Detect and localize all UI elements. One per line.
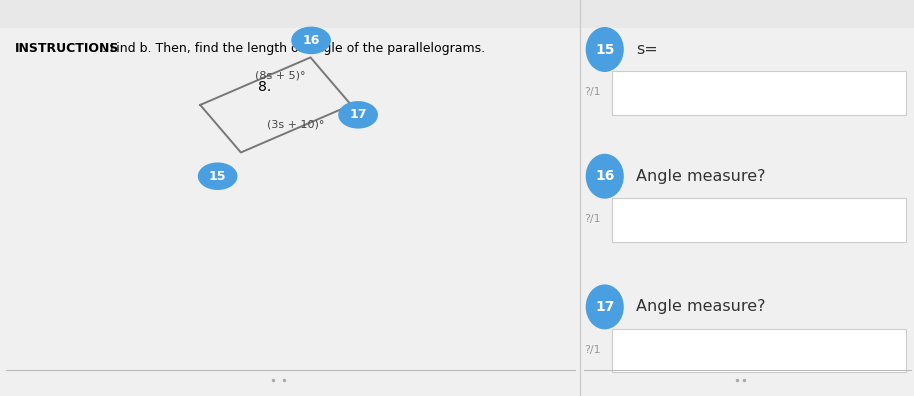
Text: 17: 17	[595, 300, 614, 314]
Circle shape	[339, 102, 377, 128]
FancyBboxPatch shape	[0, 0, 580, 28]
Text: 8.: 8.	[259, 80, 271, 94]
Text: 15: 15	[595, 42, 614, 57]
Text: Angle measure?: Angle measure?	[636, 299, 766, 314]
Text: ?/1: ?/1	[584, 214, 600, 224]
Circle shape	[587, 28, 623, 71]
Text: . Find b. Then, find the length or angle of the parallelograms.: . Find b. Then, find the length or angle…	[101, 42, 484, 55]
Text: 16: 16	[595, 169, 614, 183]
Text: 16: 16	[303, 34, 320, 47]
Text: ?/1: ?/1	[584, 87, 600, 97]
Circle shape	[587, 285, 623, 329]
Circle shape	[198, 163, 237, 189]
FancyBboxPatch shape	[612, 329, 906, 372]
Text: Angle measure?: Angle measure?	[636, 169, 766, 184]
Text: ?/1: ?/1	[584, 345, 600, 354]
Text: (3s + 10)°: (3s + 10)°	[267, 120, 324, 130]
FancyBboxPatch shape	[612, 71, 906, 115]
Text: 17: 17	[349, 109, 367, 121]
FancyBboxPatch shape	[580, 0, 914, 28]
Text: (8s + 5)°: (8s + 5)°	[255, 70, 306, 80]
Circle shape	[292, 27, 330, 53]
Circle shape	[587, 154, 623, 198]
FancyBboxPatch shape	[612, 198, 906, 242]
Text: INSTRUCTIONS: INSTRUCTIONS	[15, 42, 119, 55]
Text: 15: 15	[209, 170, 227, 183]
Text: s=: s=	[636, 42, 658, 57]
